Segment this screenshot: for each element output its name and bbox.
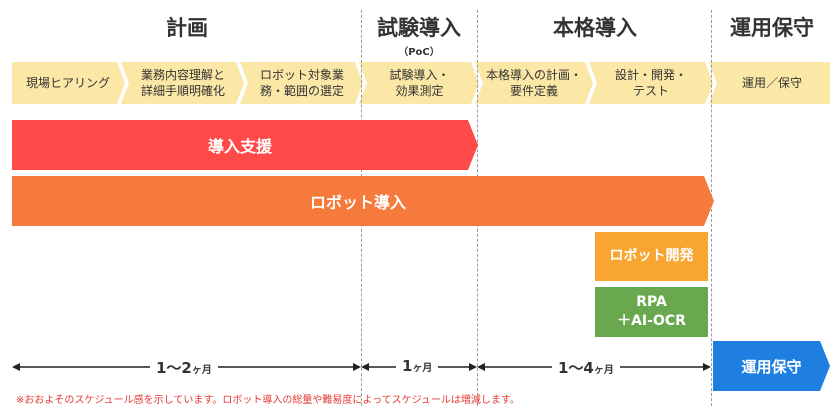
phase-subtitle-poc: （PoC）	[398, 47, 440, 58]
robot-intro-bar: ロボット導入	[12, 176, 714, 226]
step-chevron-6	[589, 62, 713, 104]
phase-divider-3	[711, 10, 712, 406]
step-chevron-1	[12, 62, 125, 104]
timeline-full-unit: ヶ月	[593, 365, 614, 376]
step-chevron-2	[121, 62, 244, 104]
step-label-5: 本格導入の計画・ 要件定義	[485, 68, 582, 98]
support-bar-label: 導入支援	[207, 137, 272, 156]
timeline-trial-duration: 1	[402, 357, 413, 375]
step-chevron-7	[709, 62, 830, 104]
robot-dev-box: ロボット開発	[595, 232, 708, 281]
robot-intro-bar-label: ロボット導入	[309, 193, 406, 212]
step-chevron-5	[475, 62, 593, 104]
step-label-1: 現場ヒアリング	[25, 76, 110, 90]
step-label-6: 設計・開発・ テスト	[614, 68, 687, 98]
timeline-full-duration: 1～4	[558, 359, 594, 377]
step-label-7: 運用／保守	[741, 76, 802, 90]
phase-title-plan: 計画	[166, 16, 208, 40]
rpa-ocr-box: RPA ＋AI-OCR	[595, 287, 708, 337]
timeline-label-plan: 1～2ヶ月	[150, 357, 218, 378]
phase-title-ops: 運用保守	[730, 16, 814, 40]
step-label-2: 業務内容理解と 詳細手順明確化	[140, 68, 225, 98]
phase-title-full: 本格導入	[553, 16, 637, 40]
step-label-4: 試験導入・ 効果測定	[389, 68, 450, 98]
timeline-label-full: 1～4ヶ月	[552, 357, 620, 378]
step-chevron-3	[240, 62, 363, 104]
timeline-plan-duration: 1～2	[156, 359, 192, 377]
step-chevron-4	[359, 62, 479, 104]
support-bar: 導入支援	[12, 120, 478, 170]
timeline-trial-unit: ヶ月	[412, 363, 433, 374]
phase-title-trial: 試験導入	[377, 16, 461, 40]
timeline-plan-unit: ヶ月	[191, 365, 212, 376]
timeline-label-trial: 1ヶ月	[396, 357, 439, 375]
step-label-3: ロボット対象業 務・範囲の選定	[259, 68, 344, 98]
ops-tag-label: 運用保守	[741, 357, 802, 376]
footnote: ※おおよそのスケジュール感を示しています。ロボット導入の総量や難易度によってスケ…	[16, 395, 520, 406]
ops-tag: 運用保守	[713, 341, 830, 391]
